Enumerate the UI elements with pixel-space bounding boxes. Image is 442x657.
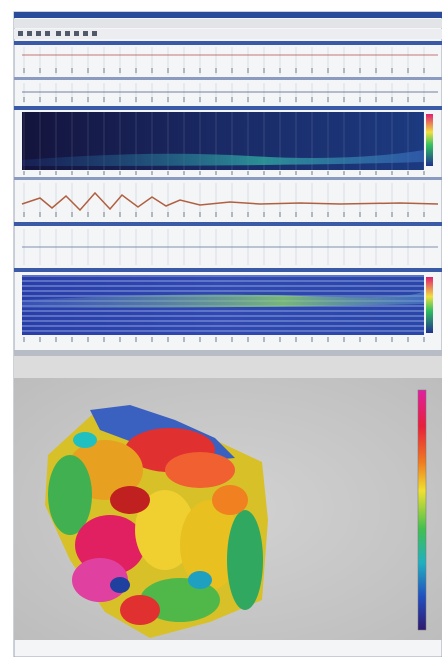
panel-header [14,106,442,110]
title-bar [14,12,442,18]
engine-surface [120,595,160,625]
toolbar-button[interactable] [18,31,23,36]
panel-separator [14,77,442,80]
panel-header [14,41,442,45]
panel-separator [14,177,442,180]
colorbar [426,277,433,333]
engine-surface [212,485,248,515]
engine-surface [73,432,97,448]
viewport-header [14,350,442,356]
panel-header [14,268,442,272]
axis-ticks [22,68,438,73]
toolbar-button[interactable] [65,31,70,36]
engine-surface [227,510,263,610]
toolbar-button[interactable] [36,31,41,36]
axis-ticks [22,337,438,342]
axis-ticks [22,212,438,217]
colorbar [418,390,426,630]
toolbar-button[interactable] [56,31,61,36]
toolbar-button[interactable] [92,31,97,36]
menu-bar [14,19,442,28]
axis-ticks [22,171,438,175]
viewport-toolbar [14,356,442,378]
axis-ticks [22,97,438,102]
panel-header [14,222,442,226]
screenshot [0,0,442,657]
page: Acoustic analysis screenshot {} html, bo… [0,0,442,657]
colorbar [426,114,433,166]
toolbar-button[interactable] [83,31,88,36]
engine-surface [110,577,130,593]
engine-surface [110,486,150,514]
waveform-panel [22,183,438,217]
toolbar-button[interactable] [74,31,79,36]
engine-surface [165,452,235,488]
engine-surface [48,455,92,535]
page-body [0,0,442,657]
toolbar-icons [18,31,97,36]
engine-surface [188,571,212,589]
toolbar-button[interactable] [45,31,50,36]
toolbar-button[interactable] [27,31,32,36]
